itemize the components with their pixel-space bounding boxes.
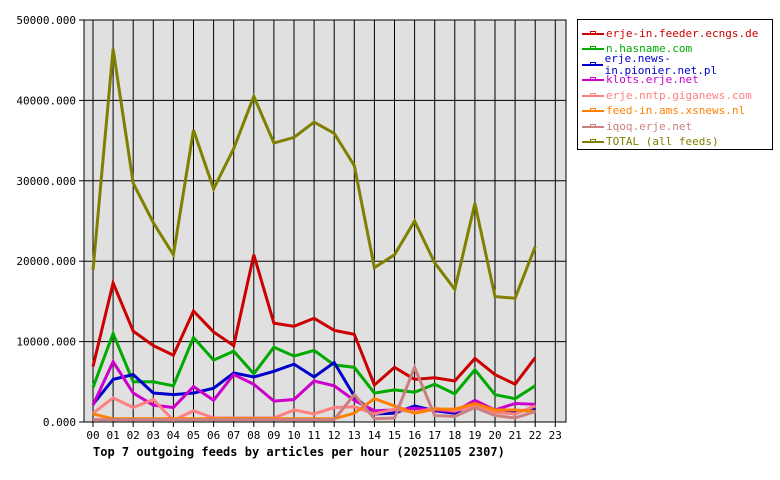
x-tick-label: 00 bbox=[86, 429, 99, 442]
x-tick-label: 02 bbox=[127, 429, 140, 442]
legend-item: iqoq.erje.net bbox=[578, 119, 772, 135]
chart-title: Top 7 outgoing feeds by articles per hou… bbox=[93, 445, 505, 459]
legend-line-icon bbox=[582, 121, 604, 133]
y-tick-label: 50000.000 bbox=[16, 14, 76, 27]
legend-item: feed-in.ams.xsnews.nl bbox=[578, 104, 772, 120]
x-tick-label: 15 bbox=[388, 429, 401, 442]
legend-label: erje.news-in.pionier.net.pl bbox=[604, 51, 718, 77]
legend: erje-in.feeder.ecngs.de n.hasname.com erje… bbox=[577, 19, 773, 150]
series-line bbox=[92, 396, 536, 423]
legend-label: n.hasname.com bbox=[606, 42, 693, 56]
x-tick-label: 10 bbox=[287, 429, 300, 442]
legend-line-icon bbox=[582, 90, 604, 102]
series-line bbox=[91, 329, 537, 401]
x-tick-label: 09 bbox=[267, 429, 280, 442]
x-tick-label: 04 bbox=[167, 429, 181, 442]
x-tick-label: 18 bbox=[448, 429, 461, 442]
x-tick-label: 22 bbox=[529, 429, 542, 442]
legend-item: TOTAL (all feeds) bbox=[578, 135, 772, 151]
x-tick-label: 20 bbox=[488, 429, 501, 442]
x-tick-label: 11 bbox=[307, 429, 320, 442]
legend-line-icon bbox=[582, 74, 604, 86]
legend-item: klots.erje.net bbox=[578, 73, 772, 89]
legend-label: klots.erje.net bbox=[606, 73, 699, 87]
series-line bbox=[91, 254, 537, 388]
legend-label: erje.nntp.giganews.com bbox=[606, 88, 752, 102]
y-tick-label: 20000.000 bbox=[16, 255, 76, 268]
x-tick-label: 07 bbox=[227, 429, 240, 442]
series-line bbox=[91, 48, 537, 300]
legend-label: iqoq.erje.net bbox=[606, 119, 693, 133]
series-line bbox=[93, 363, 536, 422]
x-tick-label: 12 bbox=[328, 429, 341, 442]
series-lines bbox=[91, 48, 537, 423]
x-tick-label: 03 bbox=[147, 429, 160, 442]
legend-line-icon bbox=[582, 105, 604, 117]
x-tick-label: 08 bbox=[247, 429, 260, 442]
y-tick-label: 10000.000 bbox=[16, 336, 76, 349]
y-tick-label: 40000.000 bbox=[16, 94, 76, 107]
legend-item: n.hasname.com bbox=[578, 42, 772, 58]
x-tick-label: 01 bbox=[106, 429, 119, 442]
x-tick-label: 05 bbox=[187, 429, 200, 442]
grid-lines bbox=[84, 19, 566, 423]
legend-item: erje.news-in.pionier.net.pl bbox=[578, 52, 772, 76]
x-tick-label: 06 bbox=[207, 429, 220, 442]
legend-item: erje.nntp.giganews.com bbox=[578, 88, 772, 104]
legend-item: erje-in.feeder.ecngs.de bbox=[578, 26, 772, 42]
x-axis: 00 01 02 03 04 05 06 07 08 09 10 11 12 13 14 15 16 17 18 19… bbox=[86, 422, 562, 442]
legend-label: TOTAL (all feeds) bbox=[606, 135, 719, 149]
legend-line-icon bbox=[582, 28, 604, 40]
x-tick-label: 14 bbox=[368, 429, 382, 442]
legend-line-icon bbox=[582, 59, 603, 71]
y-tick-label: 30000.000 bbox=[16, 175, 76, 188]
x-tick-label: 21 bbox=[508, 429, 521, 442]
legend-label: feed-in.ams.xsnews.nl bbox=[606, 104, 746, 118]
x-tick-label: 19 bbox=[468, 429, 481, 442]
legend-line-icon bbox=[582, 136, 604, 148]
y-axis: 0.000 10000.000 20000.000 30000.000 40000.00… bbox=[16, 14, 84, 429]
x-tick-label: 13 bbox=[348, 429, 361, 442]
legend-label: erje-in.feeder.ecngs.de bbox=[606, 26, 759, 40]
x-tick-label: 23 bbox=[549, 429, 562, 442]
x-tick-label: 16 bbox=[408, 429, 421, 442]
x-tick-label: 17 bbox=[428, 429, 441, 442]
y-tick-label: 0.000 bbox=[43, 416, 76, 429]
legend-line-icon bbox=[582, 43, 604, 55]
plot-background bbox=[83, 19, 567, 423]
